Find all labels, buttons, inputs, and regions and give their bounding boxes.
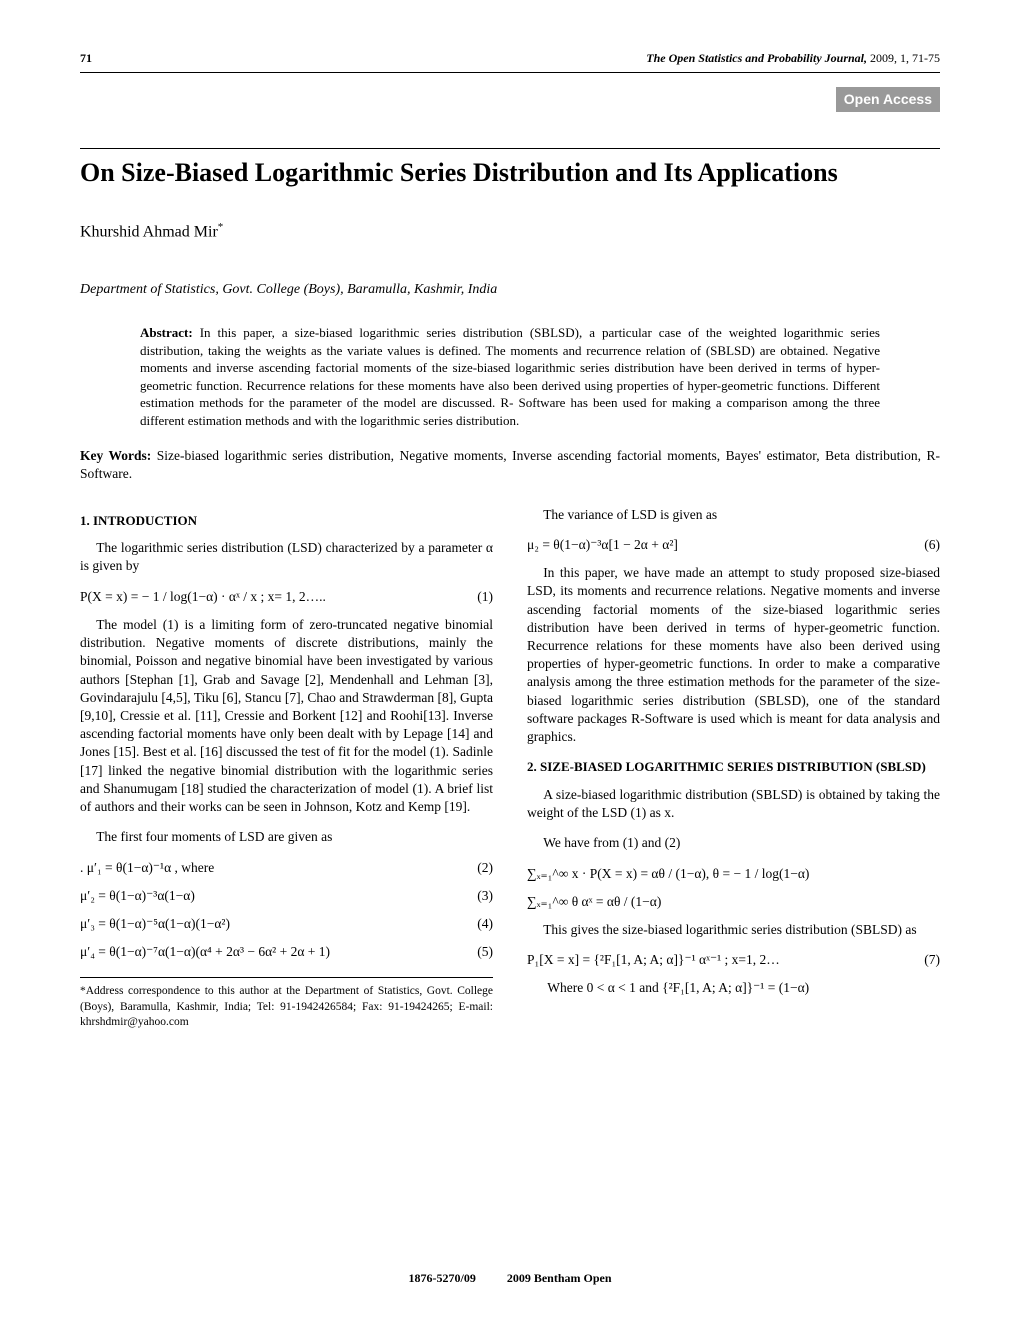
- paper-title: On Size-Biased Logarithmic Series Distri…: [80, 155, 940, 190]
- footer-publisher: 2009 Bentham Open: [507, 1271, 612, 1285]
- abstract-label: Abstract:: [140, 325, 193, 340]
- equation-6: μ₂ = θ(1−α)⁻³α[1 − 2α + α²] (6): [527, 536, 940, 554]
- intro-p2: The model (1) is a limiting form of zero…: [80, 616, 493, 816]
- page-footer: 1876-5270/09 2009 Bentham Open: [0, 1270, 1020, 1286]
- left-column: 1. INTRODUCTION The logarithmic series d…: [80, 506, 493, 1031]
- open-access-badge: Open Access: [836, 87, 940, 112]
- equation-5: μ′₄ = θ(1−α)⁻⁷α(1−α)(α⁴ + 2α³ − 6α² + 2α…: [80, 943, 493, 961]
- right-p3: A size-biased logarithmic distribution (…: [527, 786, 940, 822]
- keywords-label: Key Words:: [80, 448, 151, 463]
- equation-1: P(X = x) = − 1 / log(1−α) · αˣ / x ; x= …: [80, 588, 493, 606]
- keywords: Key Words: Size-biased logarithmic serie…: [80, 447, 940, 483]
- eq4-body: μ′₃ = θ(1−α)⁻⁵α(1−α)(1−α²): [80, 915, 459, 933]
- right-column: The variance of LSD is given as μ₂ = θ(1…: [527, 506, 940, 1031]
- right-p6: Where 0 < α < 1 and {²F₁[1, A; A; α]}⁻¹ …: [547, 979, 940, 997]
- eq1-number: (1): [459, 588, 493, 606]
- eq7-number: (7): [906, 951, 940, 969]
- eq4-number: (4): [459, 915, 493, 933]
- keywords-text: Size-biased logarithmic series distribut…: [80, 448, 940, 481]
- footer-issn: 1876-5270/09: [408, 1271, 475, 1285]
- correspondence-footnote: *Address correspondence to this author a…: [80, 984, 493, 1031]
- intro-p3: The first four moments of LSD are given …: [80, 828, 493, 846]
- title-rule: [80, 148, 940, 149]
- footnote-rule: [80, 977, 493, 978]
- equation-2: . μ′₁ = θ(1−α)⁻¹α , where (2): [80, 859, 493, 877]
- abstract: Abstract: In this paper, a size-biased l…: [140, 324, 880, 429]
- equation-7: P₁[X = x] = {²F₁[1, A; A; α]}⁻¹ αˣ⁻¹ ; x…: [527, 951, 940, 969]
- eq5-body: μ′₄ = θ(1−α)⁻⁷α(1−α)(α⁴ + 2α³ − 6α² + 2α…: [80, 943, 459, 961]
- right-p4: We have from (1) and (2): [527, 834, 940, 852]
- eq3-number: (3): [459, 887, 493, 905]
- eq2-body: . μ′₁ = θ(1−α)⁻¹α , where: [80, 859, 459, 877]
- right-p5: This gives the size-biased logarithmic s…: [527, 921, 940, 939]
- author-name: Khurshid Ahmad Mir: [80, 224, 218, 241]
- variance-intro: The variance of LSD is given as: [527, 506, 940, 524]
- affiliation: Department of Statistics, Govt. College …: [80, 281, 940, 300]
- equation-3: μ′₂ = θ(1−α)⁻³α(1−α) (3): [80, 887, 493, 905]
- intro-p1: The logarithmic series distribution (LSD…: [80, 539, 493, 575]
- equation-sum-a: ∑ₓ₌₁^∞ x · P(X = x) = αθ / (1−α), θ = − …: [527, 865, 940, 883]
- eq3-body: μ′₂ = θ(1−α)⁻³α(1−α): [80, 887, 459, 905]
- eq-a-body: ∑ₓ₌₁^∞ x · P(X = x) = αθ / (1−α), θ = − …: [527, 865, 906, 883]
- author-line: Khurshid Ahmad Mir*: [80, 220, 940, 243]
- two-column-body: 1. INTRODUCTION The logarithmic series d…: [80, 506, 940, 1031]
- eq-b-body: ∑ₓ₌₁^∞ θ αˣ = αθ / (1−α): [527, 893, 906, 911]
- journal-title: The Open Statistics and Probability Jour…: [646, 51, 867, 65]
- right-p2: In this paper, we have made an attempt t…: [527, 564, 940, 746]
- eq5-number: (5): [459, 943, 493, 961]
- eq6-body: μ₂ = θ(1−α)⁻³α[1 − 2α + α²]: [527, 536, 906, 554]
- eq6-number: (6): [906, 536, 940, 554]
- author-asterisk: *: [218, 221, 224, 233]
- eq7-body: P₁[X = x] = {²F₁[1, A; A; α]}⁻¹ αˣ⁻¹ ; x…: [527, 951, 906, 969]
- page-header: 71 The Open Statistics and Probability J…: [80, 50, 940, 73]
- eq1-body: P(X = x) = − 1 / log(1−α) · αˣ / x ; x= …: [80, 588, 459, 606]
- section-2-heading: 2. SIZE-BIASED LOGARITHMIC SERIES DISTRI…: [527, 758, 940, 776]
- equation-4: μ′₃ = θ(1−α)⁻⁵α(1−α)(1−α²) (4): [80, 915, 493, 933]
- page-number: 71: [80, 50, 92, 66]
- section-1-heading: 1. INTRODUCTION: [80, 512, 493, 530]
- journal-issue: 2009, 1, 71-75: [867, 51, 940, 65]
- abstract-text: In this paper, a size-biased logarithmic…: [140, 325, 880, 428]
- eq2-number: (2): [459, 859, 493, 877]
- journal-info: The Open Statistics and Probability Jour…: [646, 50, 940, 66]
- equation-sum-b: ∑ₓ₌₁^∞ θ αˣ = αθ / (1−α): [527, 893, 940, 911]
